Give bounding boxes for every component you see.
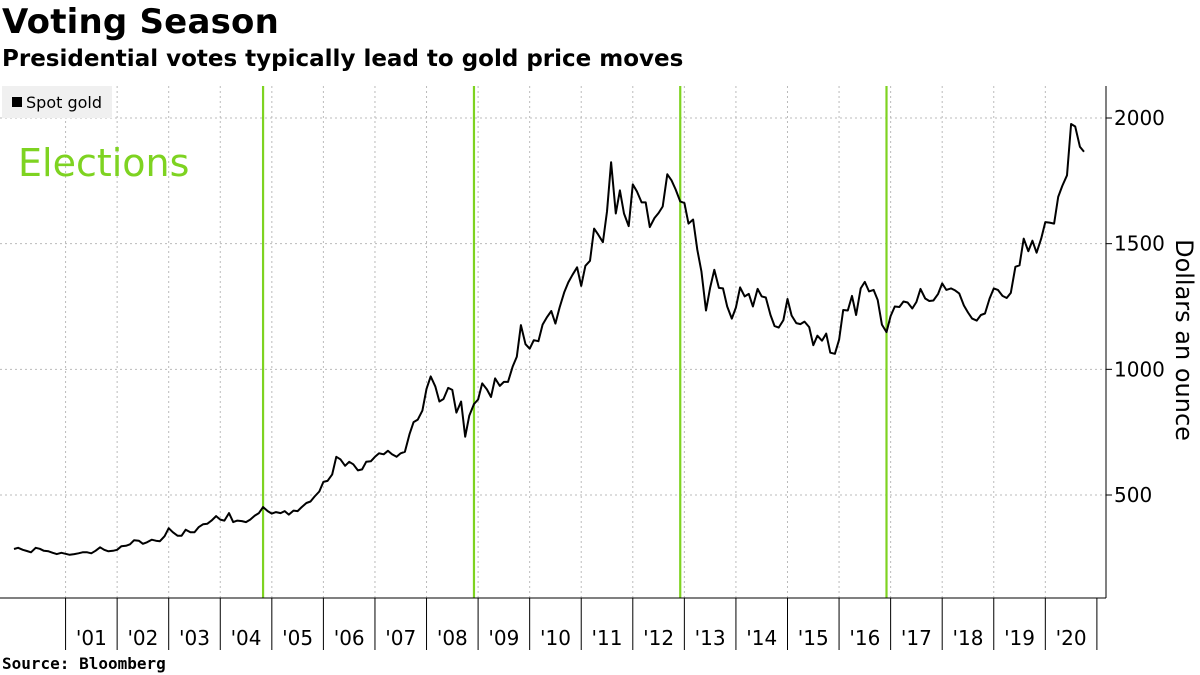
x-tick-label-2005: '05 (282, 626, 313, 650)
x-tick-label-2002: '02 (127, 626, 158, 650)
x-tick-label-2020: '20 (1056, 626, 1087, 650)
election-lines (261, 86, 888, 598)
x-tick-label-2015: '15 (798, 626, 829, 650)
x-tick-label-2018: '18 (952, 626, 983, 650)
y-axis-title: Dollars an ounce (1170, 239, 1198, 441)
series-line-spot-gold (13, 123, 1085, 556)
x-tick-label-2007: '07 (385, 626, 416, 650)
x-tick-label-2008: '08 (437, 626, 468, 650)
source-note: Source: Bloomberg (2, 654, 166, 673)
x-tick-label-2006: '06 (334, 626, 365, 650)
x-tick-label-2014: '14 (746, 626, 777, 650)
x-tick-label-2012: '12 (643, 626, 674, 650)
legend: Spot gold (2, 86, 112, 118)
y-tick-label-1000: 1000 (1114, 357, 1165, 381)
x-tick-label-2004: '04 (231, 626, 262, 650)
y-tick-label-500: 500 (1114, 483, 1152, 507)
x-tick-label-2011: '11 (592, 626, 623, 650)
horizontal-gridlines (0, 117, 1106, 496)
x-tick-label-2019: '19 (1004, 626, 1035, 650)
y-tick-label-2000: 2000 (1114, 106, 1165, 130)
y-axis-labels: 500 1000 1500 2000 (1114, 106, 1165, 507)
x-axis-labels: '01 '02 '03 '04 '05 '06 '07 '08 '09 '10 '11 '12 '13 '… (76, 626, 1087, 650)
y-axis-ticks (1106, 117, 1112, 496)
x-tick-label-2013: '13 (695, 626, 726, 650)
chart-subtitle: Presidential votes typically lead to gol… (2, 46, 684, 72)
x-tick-label-2017: '17 (901, 626, 932, 650)
vertical-gridlines (65, 86, 1046, 598)
y-tick-label-1500: 1500 (1114, 232, 1165, 256)
legend-swatch-spot-gold (12, 97, 22, 107)
x-axis-ticks (65, 598, 1098, 650)
x-tick-label-2001: '01 (76, 626, 107, 650)
axes (0, 86, 1107, 599)
x-tick-label-2010: '10 (540, 626, 571, 650)
x-tick-label-2003: '03 (179, 626, 210, 650)
legend-label-spot-gold: Spot gold (26, 92, 103, 112)
elections-annotation: Elections (18, 141, 189, 185)
x-tick-label-2009: '09 (488, 626, 519, 650)
chart-title: Voting Season (2, 2, 279, 42)
x-tick-label-2016: '16 (849, 626, 880, 650)
